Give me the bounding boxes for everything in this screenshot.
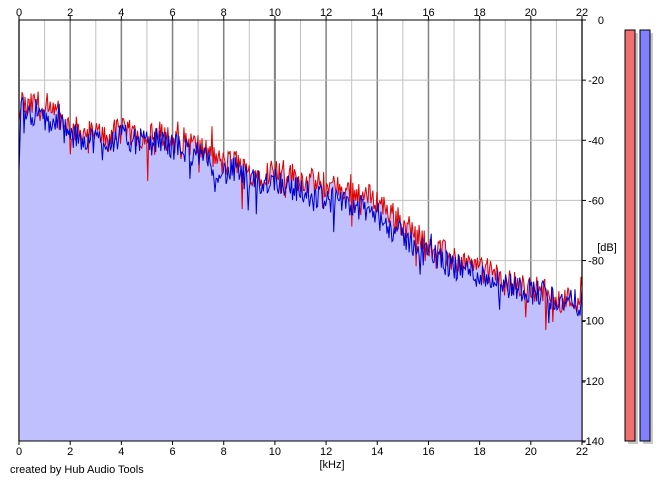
x-tick-label-bottom: 16	[422, 446, 434, 458]
x-tick-label-bottom: 0	[16, 446, 22, 458]
x-tick-label-bottom: 10	[269, 446, 281, 458]
credit-text: created by Hub Audio Tools	[10, 464, 144, 476]
x-tick-label-bottom: 14	[371, 446, 383, 458]
x-tick-label-top: 22	[576, 7, 588, 19]
x-tick-label-top: 8	[221, 7, 227, 19]
x-tick-label-bottom: 2	[67, 446, 73, 458]
x-tick-label-bottom: 20	[525, 446, 537, 458]
y-tick-label: -100	[582, 316, 604, 328]
spectrum-fill	[19, 91, 582, 441]
spectrum-fill-area	[19, 91, 582, 441]
y-tick-label: -40	[588, 135, 604, 147]
axes: 002244668810101212141416161818202022220-…	[16, 7, 604, 458]
x-tick-label-top: 0	[16, 7, 22, 19]
y-tick-label: 0	[598, 15, 604, 27]
x-tick-label-bottom: 22	[576, 446, 588, 458]
x-tick-label-bottom: 8	[221, 446, 227, 458]
level-meters	[624, 29, 653, 444]
spectrum-series	[18, 91, 583, 331]
x-tick-label-bottom: 12	[320, 446, 332, 458]
x-tick-label-top: 14	[371, 7, 383, 19]
plot-border	[18, 19, 583, 442]
y-tick-label: -60	[588, 195, 604, 207]
x-tick-label-top: 2	[67, 7, 73, 19]
x-tick-label-bottom: 18	[474, 446, 486, 458]
x-tick-label-top: 16	[422, 7, 434, 19]
y-tick-label: -140	[582, 436, 604, 448]
x-tick-label-bottom: 6	[169, 446, 175, 458]
series-right-channel	[18, 96, 583, 324]
x-tick-label-top: 20	[525, 7, 537, 19]
y-tick-label: -20	[588, 75, 604, 87]
level-meter-right	[639, 29, 651, 442]
y-axis-label: [dB]	[597, 242, 617, 254]
x-tick-label-bottom: 4	[118, 446, 124, 458]
x-tick-label-top: 18	[474, 7, 486, 19]
x-tick-label-top: 6	[169, 7, 175, 19]
x-tick-label-top: 4	[118, 7, 124, 19]
y-tick-label: -80	[588, 256, 604, 268]
x-axis-label: [kHz]	[319, 459, 344, 471]
x-tick-label-top: 12	[320, 7, 332, 19]
level-meter-left	[624, 29, 636, 442]
x-tick-label-top: 10	[269, 7, 281, 19]
y-tick-label: -120	[582, 376, 604, 388]
